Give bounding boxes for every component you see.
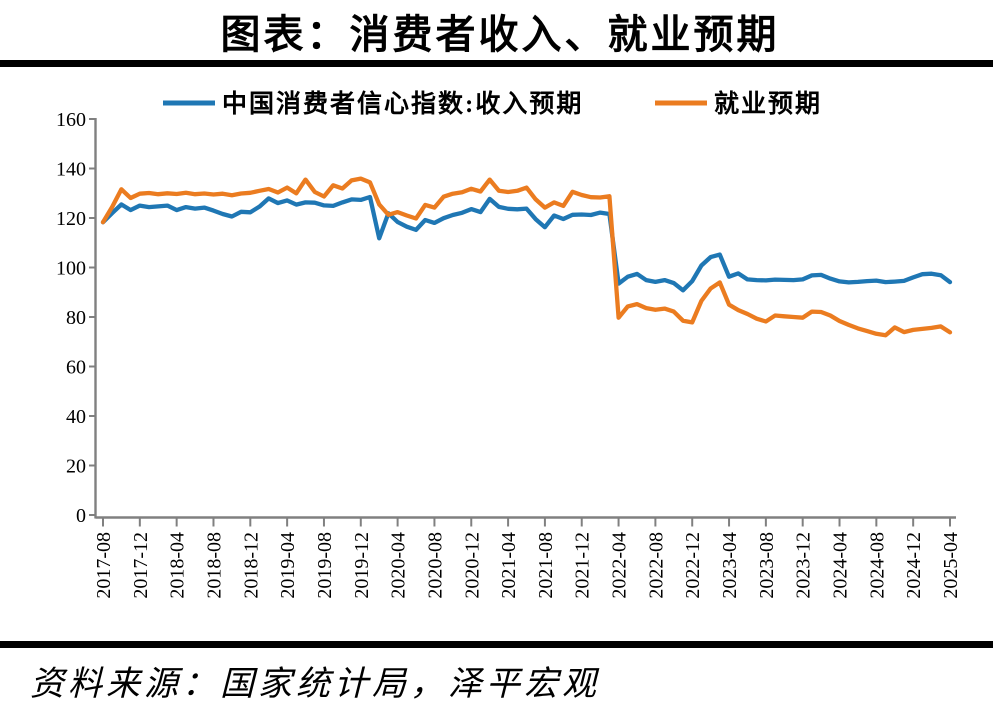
y-tick-label: 80	[66, 307, 86, 329]
y-tick-label: 100	[56, 258, 86, 280]
source-note: 资料来源：国家统计局，泽平宏观	[30, 666, 600, 703]
x-tick-label: 2018-04	[167, 532, 189, 599]
x-tick-label: 2019-08	[314, 532, 336, 599]
y-tick-label: 20	[66, 456, 86, 478]
y-tick-label: 140	[56, 159, 86, 181]
x-tick-label: 2020-12	[461, 532, 483, 599]
divider-bottom	[0, 641, 993, 648]
x-tick-label: 2018-08	[203, 532, 225, 599]
x-tick-label: 2023-04	[719, 532, 741, 599]
legend-label-income: 中国消费者信心指数:收入预期	[222, 90, 583, 118]
x-tick-label: 2019-04	[277, 532, 299, 599]
axes: 0 20 40 60 80 100 120 140 160 2017-08 2017-12 2018-…	[56, 109, 962, 599]
x-tick-label: 2017-08	[93, 532, 115, 599]
y-tick-label: 0	[76, 505, 86, 527]
x-tick-label: 2023-12	[793, 532, 815, 599]
x-tick-label: 2021-12	[572, 532, 594, 599]
x-tick-label: 2024-12	[903, 532, 925, 599]
x-tick-label: 2018-12	[240, 532, 262, 599]
x-tick-label: 2024-08	[866, 532, 888, 599]
x-tick-label: 2020-04	[388, 532, 410, 599]
x-tick-label: 2023-08	[756, 532, 778, 599]
x-tick-label: 2022-04	[609, 532, 631, 599]
x-tick-label: 2021-04	[498, 532, 520, 599]
series-line-0	[100, 194, 953, 293]
x-tick-label: 2021-08	[535, 532, 557, 599]
x-tick-label: 2022-08	[645, 532, 667, 599]
data-series	[100, 176, 953, 338]
page-title: 图表：消费者收入、就业预期	[220, 12, 780, 57]
x-tick-label: 2024-04	[830, 532, 852, 599]
y-tick-label: 40	[66, 406, 86, 428]
x-tick-label: 2025-04	[940, 532, 962, 599]
series-line-1	[100, 176, 953, 338]
x-tick-label: 2022-12	[682, 532, 704, 599]
x-tick-label: 2020-08	[424, 532, 446, 599]
x-tick-label: 2019-12	[351, 532, 373, 599]
y-tick-label: 160	[56, 109, 86, 131]
legend-label-employment: 就业预期	[714, 90, 822, 118]
y-tick-label: 60	[66, 357, 86, 379]
legend: 中国消费者信心指数:收入预期 就业预期	[163, 90, 822, 118]
divider-top	[0, 60, 993, 67]
y-tick-label: 120	[56, 208, 86, 230]
x-tick-label: 2017-12	[130, 532, 152, 599]
